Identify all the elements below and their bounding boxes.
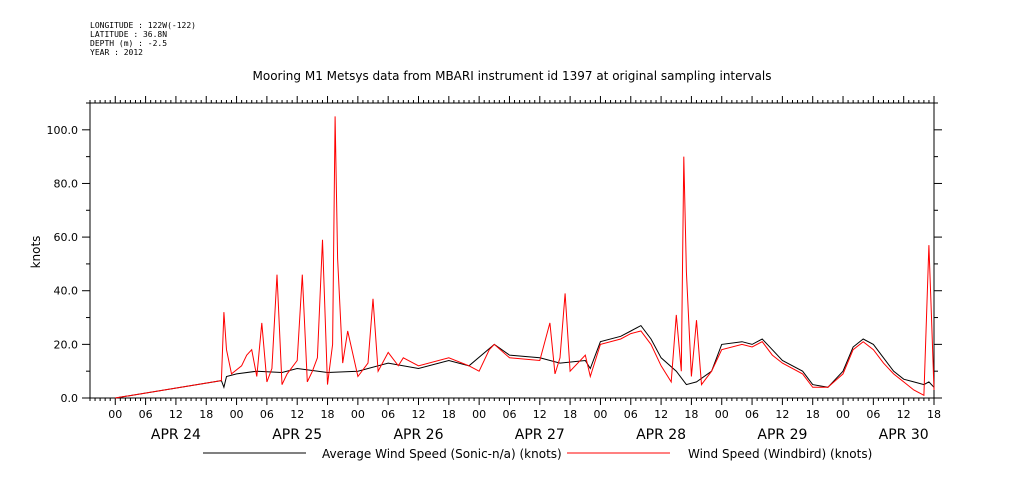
x-tick-label: 06 [260,408,274,421]
y-tick-label: 60.0 [54,231,79,244]
x-tick-label: 00 [472,408,486,421]
axes: 00 06 12 18 00 06 12 18 00 06 12 18 00 06 12 18 00 06 12 18… [47,96,942,443]
x-day-label: APR 29 [757,427,807,443]
x-tick-label: 00 [836,408,850,421]
x-tick-label: 18 [199,408,213,421]
x-tick-label: 06 [502,408,516,421]
x-tick-label: 06 [745,408,759,421]
depth-text: DEPTH (m) : -2.5 [90,39,168,48]
y-tick-label: 0.0 [61,392,79,405]
x-tick-label: 18 [806,408,820,421]
x-tick-label: 12 [775,408,789,421]
latitude-text: LATITUDE : 36.8N [90,30,168,39]
x-tick-label: 18 [927,408,941,421]
x-tick-label: 06 [381,408,395,421]
x-day-label: APR 25 [272,427,322,443]
x-day-label: APR 27 [515,427,565,443]
longitude-text: LONGITUDE : 122W(-122) [90,21,196,30]
x-tick-label: 00 [108,408,122,421]
y-axis-label: knots [29,236,43,269]
y-tick-label: 100.0 [47,124,79,137]
plot-frame [89,102,935,399]
x-day-label: APR 30 [879,427,929,443]
x-tick-label: 12 [654,408,668,421]
x-tick-label: 06 [624,408,638,421]
legend-label: Average Wind Speed (Sonic-n/a) (knots) [322,447,562,461]
x-tick-label: 12 [897,408,911,421]
x-tick-label: 00 [351,408,365,421]
x-tick-label: 06 [139,408,153,421]
year-text: YEAR : 2012 [90,48,143,57]
x-tick-label: 18 [684,408,698,421]
x-day-label: APR 28 [636,427,686,443]
x-day-label: APR 26 [393,427,443,443]
legend: Average Wind Speed (Sonic-n/a) (knots) Wi… [203,447,872,461]
x-day-label: APR 24 [151,427,201,443]
x-tick-label: 18 [442,408,456,421]
x-tick-label: 18 [563,408,577,421]
y-tick-label: 20.0 [54,338,79,351]
x-tick-label: 00 [715,408,729,421]
metadata-block: LONGITUDE : 122W(-122) LATITUDE : 36.8N … [90,21,196,57]
x-tick-label: 12 [290,408,304,421]
x-tick-label: 12 [412,408,426,421]
x-tick-label: 00 [593,408,607,421]
legend-label: Wind Speed (Windbird) (knots) [688,447,872,461]
series-average-wind-speed [115,324,935,399]
x-tick-label: 06 [866,408,880,421]
x-tick-label: 12 [533,408,547,421]
x-tick-label: 18 [321,408,335,421]
y-tick-label: 80.0 [54,177,79,190]
series-windbird-wind-speed [115,116,935,399]
y-tick-label: 40.0 [54,285,79,298]
chart-title: Mooring M1 Metsys data from MBARI instru… [253,69,772,83]
x-tick-label: 00 [230,408,244,421]
x-tick-label: 12 [169,408,183,421]
series-group [115,116,935,399]
